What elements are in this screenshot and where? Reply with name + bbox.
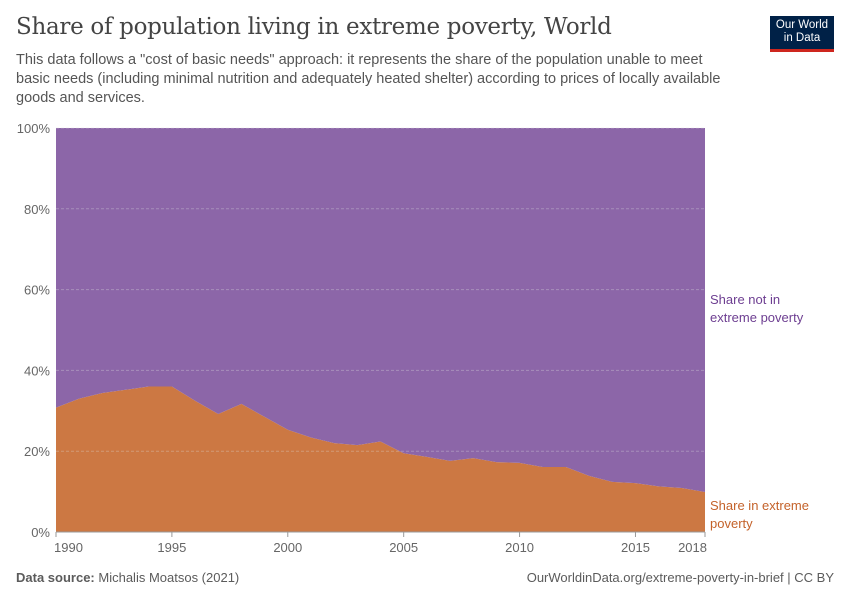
logo-line2: in Data xyxy=(783,32,821,44)
area-not-in-poverty xyxy=(56,128,705,493)
logo-line1: Our World xyxy=(775,19,829,31)
y-tick-label: 100% xyxy=(17,121,51,136)
series-label: Share in extreme xyxy=(710,498,809,513)
y-tick-label: 20% xyxy=(24,444,50,459)
x-tick-label: 1990 xyxy=(54,540,83,555)
series-label: Share not in xyxy=(710,292,780,307)
data-source: Data source: Michalis Moatsos (2021) xyxy=(16,570,239,585)
y-tick-label: 0% xyxy=(31,525,50,540)
x-tick-label: 1995 xyxy=(157,540,186,555)
source-text[interactable]: Michalis Moatsos (2021) xyxy=(98,570,240,585)
x-tick-label: 2010 xyxy=(505,540,534,555)
footer-link[interactable]: OurWorldinData.org/extreme-poverty-in-br… xyxy=(526,570,834,585)
x-tick-label: 2000 xyxy=(273,540,302,555)
y-tick-label: 40% xyxy=(24,363,50,378)
owid-logo[interactable]: Our World in Data xyxy=(770,16,834,52)
series-label: extreme poverty xyxy=(710,310,804,325)
chart-title: Share of population living in extreme po… xyxy=(16,14,612,40)
y-tick-label: 80% xyxy=(24,202,50,217)
y-tick-label: 60% xyxy=(24,283,50,298)
x-tick-label: 2005 xyxy=(389,540,418,555)
series-label: poverty xyxy=(710,516,753,531)
x-tick-label: 2018 xyxy=(678,540,707,555)
source-label: Data source: xyxy=(16,570,95,585)
chart-subtitle: This data follows a "cost of basic needs… xyxy=(16,52,721,106)
area-in-poverty xyxy=(56,386,705,532)
x-tick-label: 2015 xyxy=(621,540,650,555)
